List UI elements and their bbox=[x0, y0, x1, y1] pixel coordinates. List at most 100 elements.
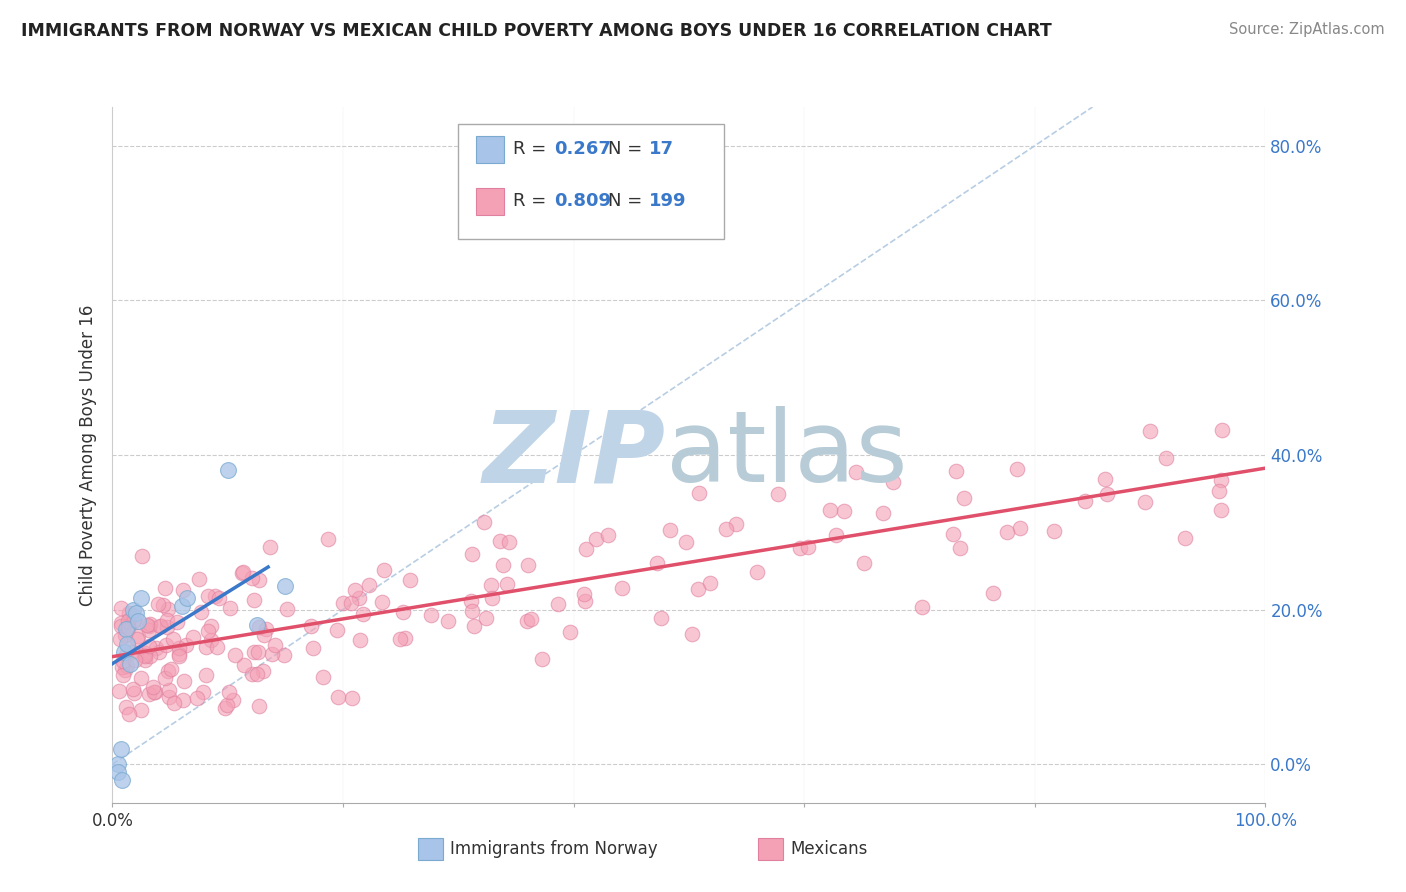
Point bbox=[167, 649, 190, 664]
Point bbox=[326, 690, 349, 705]
Point bbox=[247, 574, 270, 588]
Point bbox=[187, 572, 209, 586]
Point bbox=[190, 605, 212, 619]
Point bbox=[724, 516, 747, 531]
Text: N =: N = bbox=[609, 140, 643, 158]
Point bbox=[882, 475, 904, 489]
Point bbox=[766, 486, 789, 500]
Point bbox=[117, 637, 139, 651]
Point bbox=[112, 645, 135, 659]
Point bbox=[155, 582, 177, 596]
Point bbox=[302, 641, 325, 656]
Point bbox=[149, 619, 172, 633]
Point bbox=[115, 648, 138, 662]
Point bbox=[481, 591, 503, 605]
Point bbox=[148, 597, 170, 611]
Point bbox=[142, 681, 165, 695]
Point bbox=[460, 594, 482, 608]
Point bbox=[222, 693, 245, 707]
Point bbox=[138, 623, 160, 637]
Point bbox=[574, 586, 596, 600]
Point bbox=[208, 591, 231, 606]
Text: N =: N = bbox=[609, 192, 643, 210]
Point bbox=[134, 652, 156, 666]
Point bbox=[127, 614, 149, 628]
Point bbox=[318, 532, 340, 546]
Point bbox=[108, 632, 131, 646]
Point bbox=[246, 645, 269, 659]
Point bbox=[112, 667, 135, 681]
Point bbox=[259, 541, 281, 555]
Point bbox=[1074, 493, 1097, 508]
Point bbox=[797, 541, 820, 555]
Point bbox=[114, 628, 136, 642]
Point bbox=[359, 578, 381, 592]
Point bbox=[111, 654, 134, 668]
Text: R =: R = bbox=[513, 140, 546, 158]
Point bbox=[420, 607, 443, 622]
FancyBboxPatch shape bbox=[418, 838, 443, 860]
Point bbox=[181, 630, 204, 644]
Point bbox=[218, 685, 240, 699]
Point bbox=[150, 619, 173, 633]
Point bbox=[232, 566, 254, 580]
Point bbox=[176, 638, 198, 652]
FancyBboxPatch shape bbox=[475, 188, 505, 215]
Point bbox=[332, 596, 354, 610]
Point bbox=[163, 696, 186, 710]
Point bbox=[195, 668, 218, 682]
Point bbox=[132, 648, 155, 662]
Point bbox=[214, 700, 236, 714]
Point bbox=[492, 558, 515, 572]
Point bbox=[118, 606, 141, 620]
Text: R =: R = bbox=[513, 192, 546, 210]
Point bbox=[347, 591, 370, 605]
Point bbox=[117, 618, 139, 632]
Point bbox=[157, 665, 180, 679]
Point bbox=[389, 632, 412, 647]
Point bbox=[152, 599, 174, 613]
Point bbox=[461, 547, 484, 561]
Point bbox=[115, 659, 138, 673]
Point bbox=[153, 671, 176, 685]
Point bbox=[488, 533, 510, 548]
Point bbox=[942, 527, 965, 541]
Point bbox=[1139, 424, 1161, 438]
Point bbox=[1208, 484, 1230, 499]
Point bbox=[122, 614, 145, 628]
Point bbox=[872, 507, 894, 521]
Point bbox=[479, 578, 502, 592]
Point bbox=[143, 685, 166, 699]
Point bbox=[240, 667, 263, 681]
Point bbox=[191, 685, 214, 699]
Point bbox=[159, 663, 181, 677]
Point bbox=[107, 757, 129, 772]
Point bbox=[558, 625, 581, 640]
Point bbox=[299, 618, 322, 632]
Point bbox=[129, 591, 153, 605]
Point bbox=[981, 585, 1004, 599]
Point bbox=[262, 647, 284, 661]
Point bbox=[200, 633, 222, 648]
Point bbox=[516, 558, 538, 572]
Point bbox=[1174, 531, 1197, 545]
Point bbox=[117, 621, 139, 635]
Point bbox=[166, 615, 188, 629]
Point bbox=[215, 698, 238, 712]
Y-axis label: Child Poverty Among Boys Under 16: Child Poverty Among Boys Under 16 bbox=[79, 304, 97, 606]
Point bbox=[688, 582, 710, 596]
Point bbox=[142, 684, 165, 698]
Point bbox=[498, 535, 520, 549]
Point bbox=[114, 664, 136, 678]
Point bbox=[118, 657, 141, 671]
Text: 199: 199 bbox=[648, 192, 686, 210]
Point bbox=[1007, 461, 1029, 475]
Text: 17: 17 bbox=[648, 140, 673, 158]
Point bbox=[110, 601, 132, 615]
Text: 0.809: 0.809 bbox=[554, 192, 612, 210]
Point bbox=[135, 618, 157, 632]
Point bbox=[197, 590, 219, 604]
Point bbox=[253, 628, 276, 642]
Point bbox=[107, 764, 129, 779]
Point bbox=[834, 504, 856, 518]
